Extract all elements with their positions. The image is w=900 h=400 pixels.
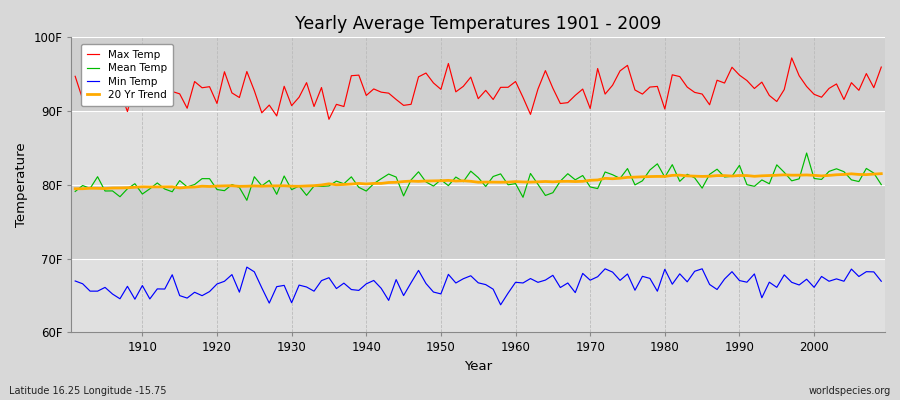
- Text: Latitude 16.25 Longitude -15.75: Latitude 16.25 Longitude -15.75: [9, 386, 166, 396]
- 20 Yr Trend: [510, 179, 521, 184]
- Max Temp: [787, 56, 797, 60]
- 20 Yr Trend: [876, 171, 886, 176]
- Y-axis label: Temperature: Temperature: [15, 142, 28, 227]
- Mean Temp: [130, 181, 140, 186]
- 20 Yr Trend: [77, 186, 88, 191]
- Line: Mean Temp: Mean Temp: [76, 153, 881, 200]
- Title: Yearly Average Temperatures 1901 - 2009: Yearly Average Temperatures 1901 - 2009: [295, 15, 662, 33]
- Min Temp: [302, 284, 312, 289]
- Mean Temp: [70, 189, 81, 194]
- Mean Temp: [346, 174, 356, 179]
- Min Temp: [130, 297, 140, 302]
- Max Temp: [518, 95, 528, 100]
- Line: 20 Yr Trend: 20 Yr Trend: [76, 174, 881, 189]
- Max Temp: [70, 74, 81, 79]
- Bar: [71, 185, 885, 259]
- Min Temp: [241, 265, 252, 270]
- Min Temp: [495, 302, 506, 307]
- Bar: [71, 37, 885, 111]
- Mean Temp: [302, 193, 312, 198]
- Max Temp: [324, 117, 335, 122]
- Max Temp: [608, 83, 618, 88]
- Min Temp: [518, 280, 528, 285]
- Max Temp: [876, 65, 886, 70]
- 20 Yr Trend: [302, 184, 312, 188]
- Line: Min Temp: Min Temp: [76, 267, 881, 305]
- Min Temp: [525, 276, 535, 281]
- Mean Temp: [518, 195, 528, 200]
- Max Temp: [130, 81, 140, 86]
- Min Temp: [876, 279, 886, 284]
- Mean Temp: [801, 151, 812, 156]
- Max Temp: [293, 95, 304, 100]
- Bar: [71, 259, 885, 332]
- X-axis label: Year: Year: [464, 360, 492, 373]
- 20 Yr Trend: [518, 180, 528, 184]
- 20 Yr Trend: [137, 184, 148, 189]
- 20 Yr Trend: [346, 182, 356, 186]
- 20 Yr Trend: [608, 176, 618, 181]
- Max Temp: [510, 79, 521, 84]
- 20 Yr Trend: [70, 186, 81, 191]
- Mean Temp: [608, 172, 618, 177]
- Text: worldspecies.org: worldspecies.org: [809, 386, 891, 396]
- Legend: Max Temp, Mean Temp, Min Temp, 20 Yr Trend: Max Temp, Mean Temp, Min Temp, 20 Yr Tre…: [81, 44, 173, 106]
- Mean Temp: [876, 182, 886, 187]
- Mean Temp: [510, 181, 521, 186]
- Min Temp: [70, 278, 81, 283]
- Bar: [71, 111, 885, 185]
- Max Temp: [346, 73, 356, 78]
- Min Temp: [615, 278, 626, 283]
- Line: Max Temp: Max Temp: [76, 58, 881, 119]
- Min Temp: [346, 287, 356, 292]
- Mean Temp: [241, 198, 252, 203]
